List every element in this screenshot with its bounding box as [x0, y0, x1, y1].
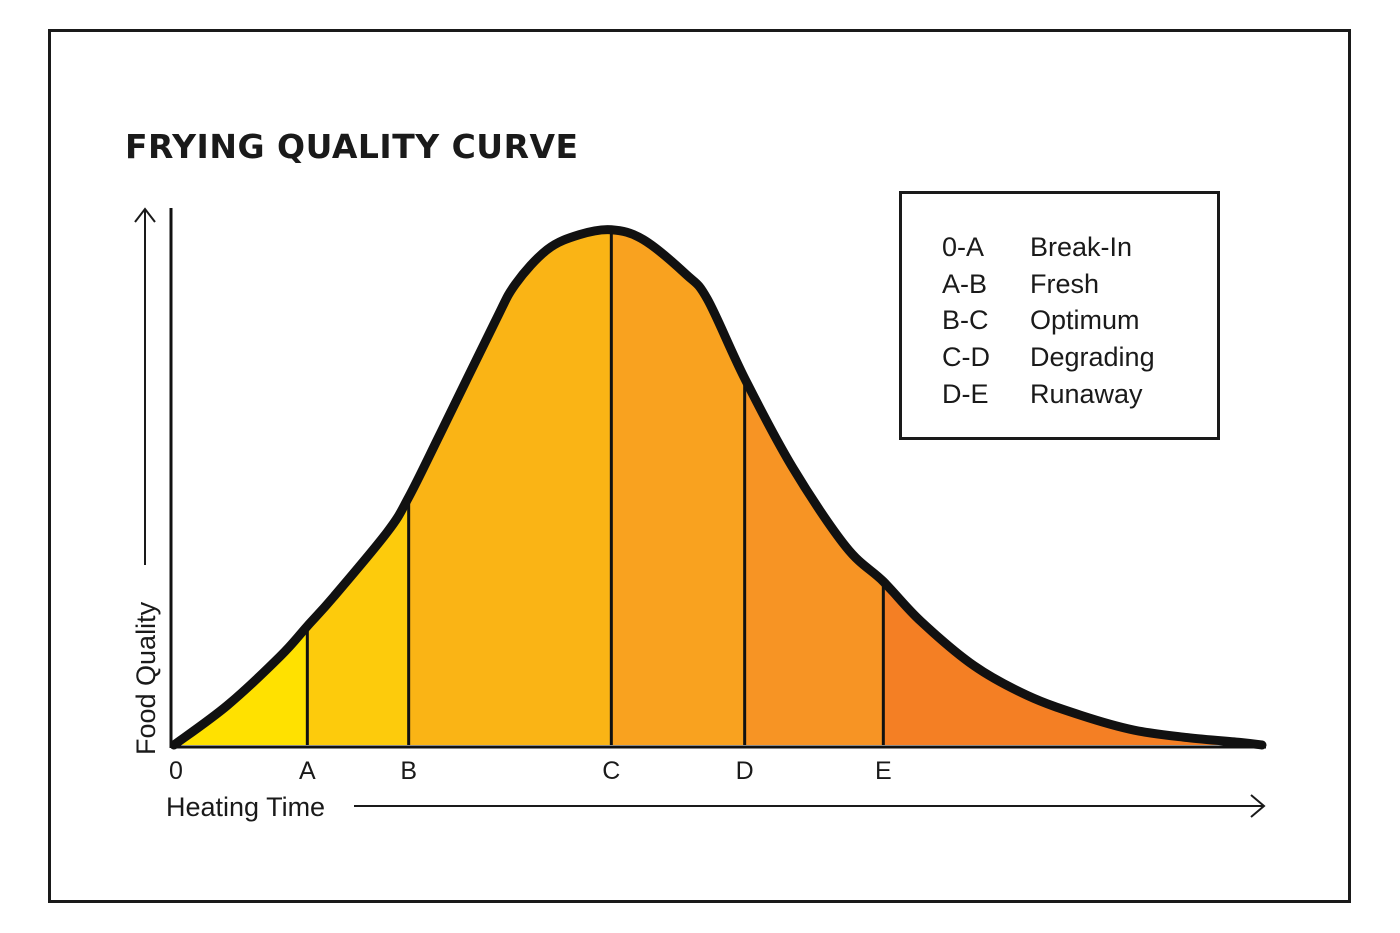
- legend-name: Optimum: [1030, 305, 1140, 335]
- region-dividers: [305, 229, 885, 745]
- chart-title: FRYING QUALITY CURVE: [125, 127, 579, 166]
- x-tick-labels: 0 A B C D E: [169, 757, 892, 785]
- x-tick-label: A: [299, 757, 316, 785]
- region-area-runaway: [744, 378, 884, 745]
- legend-range: C-D: [942, 342, 990, 372]
- legend-item: B-C Optimum: [942, 305, 1140, 336]
- legend-item: A-B Fresh: [942, 269, 1099, 300]
- region-area-fresh: [307, 497, 409, 745]
- legend-name: Break-In: [1030, 232, 1133, 262]
- x-tick-label: C: [602, 757, 620, 785]
- x-axis-label: Heating Time: [166, 792, 325, 822]
- legend: 0-A Break-In A-B Fresh B-C Optimum C-D Degra…: [899, 191, 1220, 440]
- legend-range: D-E: [942, 379, 989, 409]
- legend-name: Runaway: [1030, 379, 1143, 409]
- region-area-degrading: [611, 229, 745, 745]
- x-tick-label: B: [400, 757, 417, 785]
- legend-item: 0-A Break-In: [942, 232, 1132, 263]
- region-area-tail: [883, 581, 1262, 745]
- x-tick-label: 0: [169, 757, 183, 785]
- x-tick-label: D: [736, 757, 754, 785]
- quality-curve: [169, 225, 1267, 750]
- chart-frame: [48, 29, 1351, 903]
- legend-item: C-D Degrading: [942, 342, 1155, 373]
- x-axis-arrow: [354, 794, 1266, 818]
- legend-range: B-C: [942, 305, 989, 335]
- quality-regions: [174, 229, 1262, 745]
- legend-range: 0-A: [942, 232, 985, 262]
- region-area-optimum: [408, 229, 612, 745]
- legend-range: A-B: [942, 269, 988, 299]
- legend-name: Fresh: [1030, 269, 1100, 299]
- legend-item: D-E Runaway: [942, 379, 1143, 410]
- region-area-break-in: [174, 626, 308, 745]
- y-axis-arrow: [134, 207, 156, 565]
- legend-name: Degrading: [1030, 342, 1155, 372]
- y-axis-label: Food Quality: [131, 601, 161, 755]
- x-tick-label: E: [875, 757, 892, 785]
